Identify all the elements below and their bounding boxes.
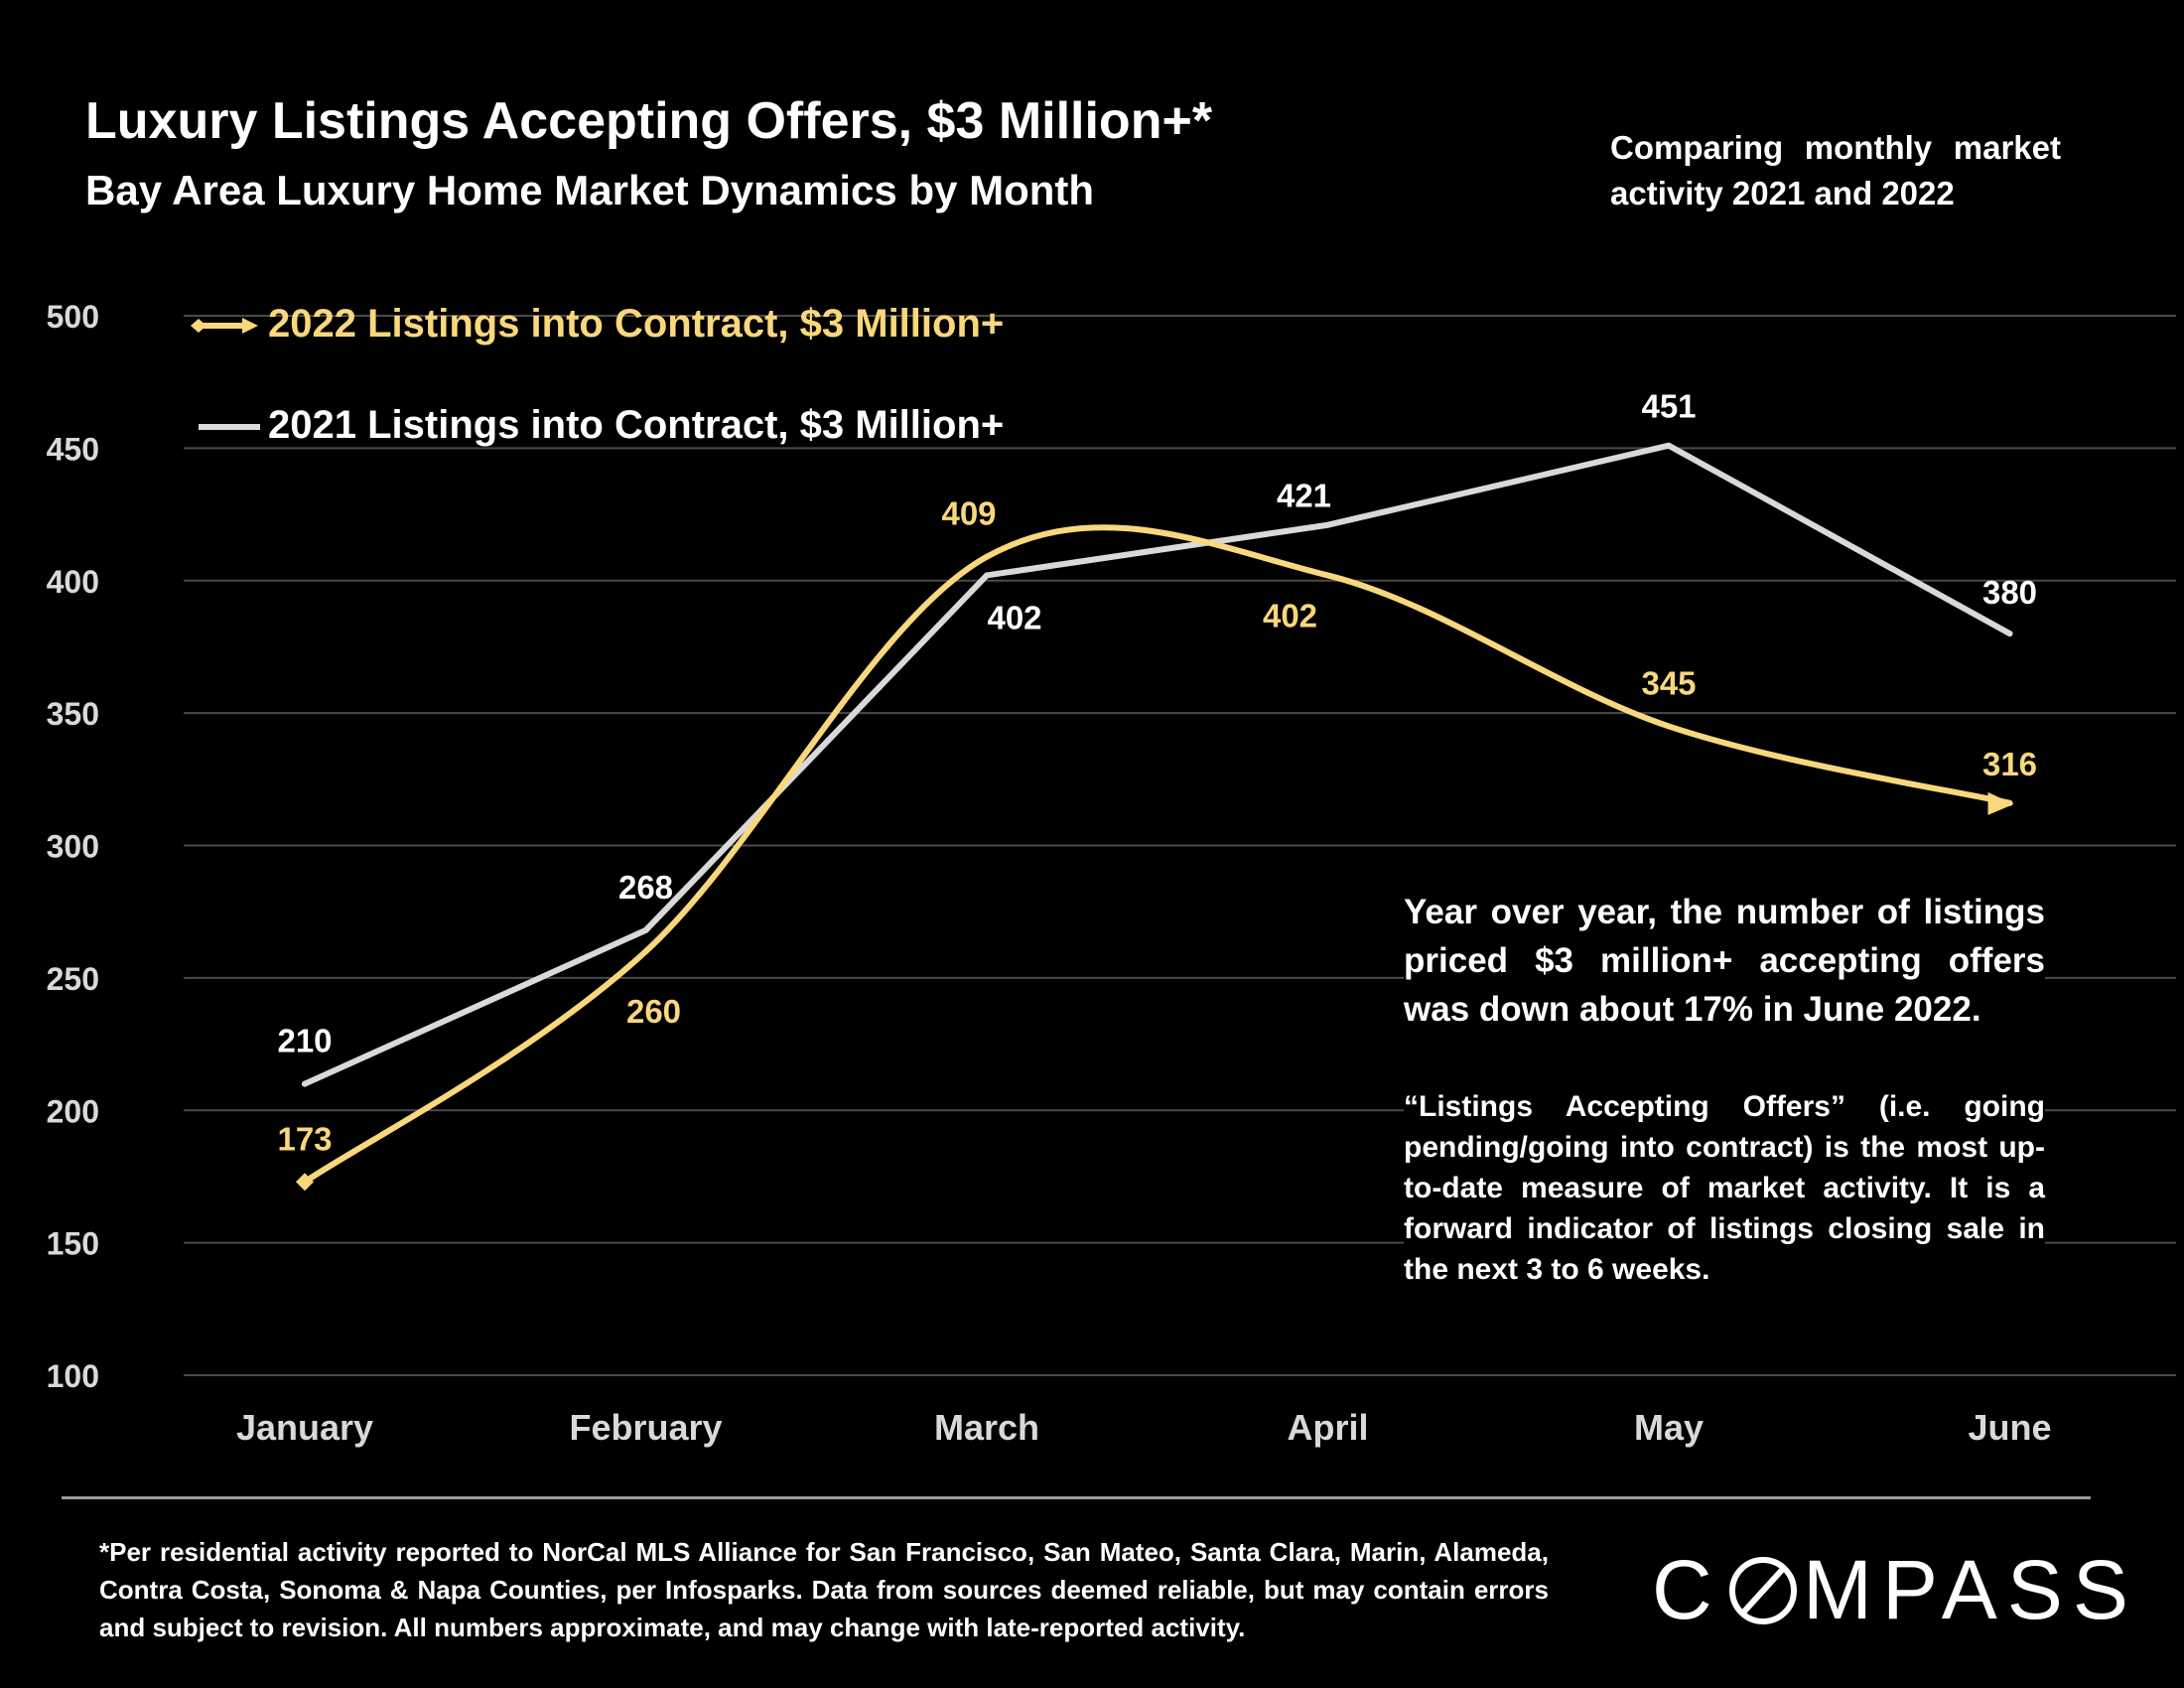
data-label-2021-june: 380 (1982, 574, 2037, 611)
data-point-2021-february (642, 926, 649, 933)
x-tick-label-january: January (236, 1407, 373, 1448)
data-point-2021-may (1666, 442, 1672, 449)
data-label-2021-january: 210 (277, 1023, 332, 1059)
x-tick-label-april: April (1287, 1407, 1368, 1448)
y-tick-label-300: 300 (47, 829, 99, 865)
data-label-2022-january: 173 (277, 1120, 332, 1157)
compass-logo: C MPASS (1652, 1543, 2138, 1649)
y-tick-label-350: 350 (47, 696, 99, 732)
chart-subtitle: Bay Area Luxury Home Market Dynamics by … (85, 167, 1095, 213)
data-point-2022-april (1324, 572, 1331, 579)
data-point-2022-march (984, 553, 990, 560)
legend-entry-2022: 2022 Listings into Contract, $3 Million+ (189, 302, 1004, 347)
footer-divider (62, 1496, 2091, 1499)
data-point-2021-january (302, 1080, 308, 1087)
data-label-2021-february: 268 (618, 869, 673, 906)
data-label-2022-may: 345 (1641, 664, 1696, 701)
data-label-2022-june: 316 (1982, 746, 2037, 782)
definition-note: “Listings Accepting Offers” (i.e. going … (1404, 1086, 2045, 1290)
x-tick-label-june: June (1968, 1407, 2051, 1448)
yoy-summary-note: Year over year, the number of listings p… (1404, 888, 2045, 1034)
svg-text:C: C (1652, 1551, 1722, 1630)
y-tick-label-150: 150 (47, 1226, 99, 1262)
data-label-2022-february: 260 (626, 993, 681, 1030)
data-point-2022-may (1666, 723, 1672, 730)
x-tick-label-may: May (1634, 1407, 1704, 1448)
svg-text:MPASS: MPASS (1803, 1551, 2138, 1630)
comparison-note: Comparing monthly market activity 2021 a… (1610, 129, 2061, 211)
y-tick-label-250: 250 (47, 961, 99, 997)
data-point-2022-june (2006, 799, 2013, 806)
x-tick-label-february: February (569, 1407, 722, 1448)
series-line-2021 (302, 442, 2013, 1087)
legend-entry-2021: 2021 Listings into Contract, $3 Million+ (189, 403, 1004, 448)
data-point-2022-january (302, 1179, 308, 1186)
data-point-2021-june (2006, 631, 2013, 637)
chart-title: Luxury Listings Accepting Offers, $3 Mil… (85, 92, 1213, 150)
y-tick-label-500: 500 (47, 299, 99, 335)
data-point-2021-march (984, 572, 990, 579)
data-label-2021-march: 402 (987, 599, 1041, 635)
series-end-arrow-2022 (1987, 791, 2014, 815)
compass-logo-wordmark: C MPASS (1652, 1543, 2138, 1636)
data-label-2021-may: 451 (1641, 388, 1696, 425)
y-tick-label-100: 100 (47, 1358, 99, 1394)
data-point-2021-april (1324, 521, 1331, 528)
data-label-2022-march: 409 (941, 495, 996, 532)
footnote: *Per residential activity reported to No… (99, 1537, 1549, 1642)
legend-label-2022: 2022 Listings into Contract, $3 Million+ (268, 302, 1005, 346)
legend-marker-2021-icon (199, 424, 260, 431)
line-chart: 100 150 200 250 300 350 400 450 500 January Februa… (47, 299, 2176, 1448)
x-tick-label-march: March (934, 1407, 1039, 1448)
y-tick-label-450: 450 (47, 431, 99, 467)
y-tick-label-200: 200 (47, 1093, 99, 1129)
series-line-2022 (302, 524, 2013, 1186)
y-tick-label-400: 400 (47, 564, 99, 600)
data-point-2022-february (642, 948, 649, 955)
legend-label-2021: 2021 Listings into Contract, $3 Million+ (268, 403, 1005, 447)
data-label-2021-april: 421 (1277, 478, 1331, 514)
legend-marker-2022-icon (191, 318, 258, 335)
data-label-2022-april: 402 (1263, 597, 1317, 633)
